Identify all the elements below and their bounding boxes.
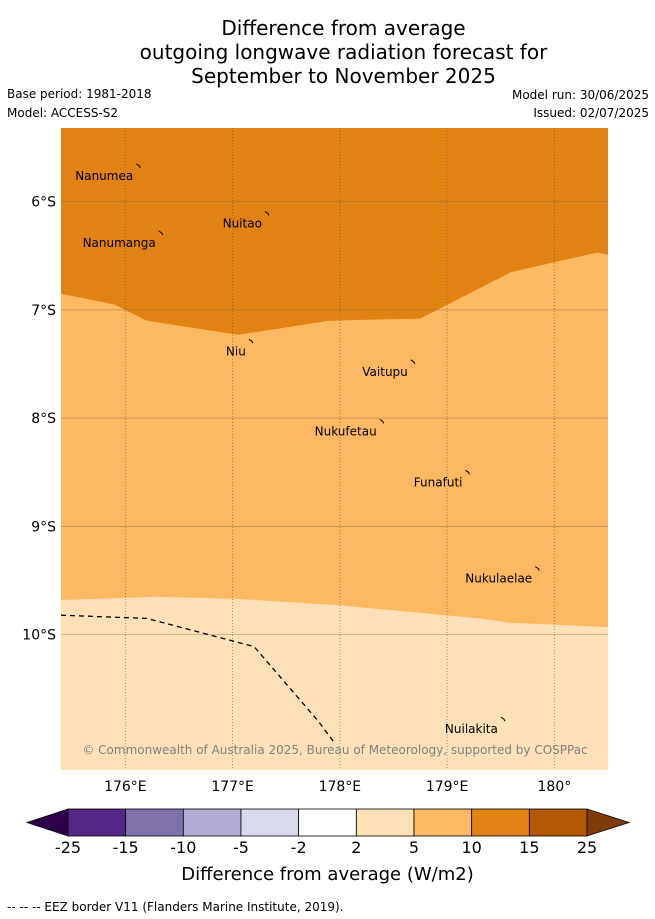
island-marker bbox=[379, 418, 385, 424]
colorbar-tick-label: -15 bbox=[112, 838, 139, 857]
colorbar-swatch bbox=[67, 808, 127, 837]
copyright-notice: © Commonwealth of Australia 2025, Bureau… bbox=[82, 743, 587, 757]
island-marker bbox=[135, 163, 141, 169]
place-label-funafuti: Funafuti bbox=[414, 475, 463, 489]
colorbar-tick-label: 5 bbox=[408, 838, 420, 857]
island-marker bbox=[500, 716, 506, 722]
lon-tick-label: 180° bbox=[538, 779, 572, 795]
title-line-1: Difference from average bbox=[221, 16, 466, 40]
colorbar-swatch bbox=[240, 808, 300, 837]
place-label-niu: Niu bbox=[226, 344, 246, 358]
title-line-2: outgoing longwave radiation forecast for bbox=[139, 40, 548, 64]
colorbar-tick-label: -10 bbox=[170, 838, 197, 857]
lat-tick-label: 7°S bbox=[31, 303, 56, 319]
island-marker bbox=[264, 211, 270, 216]
lon-tick-label: 176°E bbox=[104, 779, 147, 795]
colorbar-swatch bbox=[471, 808, 530, 837]
colorbar-tick-label: -2 bbox=[290, 838, 307, 857]
lat-tick-label: 10°S bbox=[22, 628, 56, 644]
colorbar-over-arrow bbox=[586, 808, 631, 837]
colorbar-swatch bbox=[182, 808, 242, 837]
colorbar-swatch bbox=[528, 808, 588, 837]
eez-legend-note: -- -- -- EEZ border V11 (Flanders Marine… bbox=[7, 900, 344, 914]
island-marker bbox=[410, 359, 416, 365]
island-marker bbox=[248, 338, 254, 344]
place-label-nuitao: Nuitao bbox=[223, 217, 262, 231]
colorbar-tick-label: -5 bbox=[233, 838, 249, 857]
colorbar-tick-label: 2 bbox=[351, 838, 362, 857]
island-marker bbox=[534, 566, 540, 571]
colorbar-under-arrow bbox=[25, 808, 69, 837]
colorbar-swatch bbox=[125, 808, 184, 837]
colorbar-tick-label: 15 bbox=[519, 838, 540, 857]
colorbar-swatch bbox=[355, 808, 415, 837]
base-period: Base period: 1981-2018 bbox=[7, 87, 152, 101]
issued-date: Issued: 02/07/2025 bbox=[533, 106, 649, 120]
band-10-to-15 bbox=[61, 128, 608, 335]
colorbar-tick-label: -25 bbox=[54, 838, 82, 857]
lon-tick-label: 177°E bbox=[211, 779, 254, 795]
island-marker bbox=[465, 469, 470, 475]
lat-tick-label: 8°S bbox=[31, 411, 56, 427]
place-label-nukufetau: Nukufetau bbox=[315, 424, 377, 438]
model-name: Model: ACCESS-S2 bbox=[7, 106, 119, 120]
colorbar-tick-label: 25 bbox=[576, 838, 598, 857]
place-label-nuilakita: Nuilakita bbox=[445, 722, 498, 736]
title-line-3: September to November 2025 bbox=[191, 64, 496, 88]
colorbar-swatch bbox=[298, 808, 357, 837]
lon-tick-label: 179°E bbox=[426, 779, 469, 795]
chart-title: Difference from average outgoing longwav… bbox=[0, 16, 655, 88]
colorbar-tick-label: 10 bbox=[461, 838, 482, 857]
colorbar-label: Difference from average (W/m2) bbox=[181, 864, 474, 885]
place-label-vaitupu: Vaitupu bbox=[362, 365, 408, 379]
eez-border-line bbox=[61, 614, 336, 744]
place-label-nanumea: Nanumea bbox=[75, 169, 133, 183]
place-label-nanumanga: Nanumanga bbox=[83, 236, 156, 250]
map-plot-area: Nanumea Nuitao Nanumanga Niu Vaitupu Nukufeta… bbox=[61, 128, 608, 770]
model-run: Model run: 30/06/2025 bbox=[511, 88, 649, 102]
island-marker bbox=[158, 230, 164, 236]
place-label-nukulaelae: Nukulaelae bbox=[465, 572, 532, 586]
lon-tick-label: 178°E bbox=[319, 779, 362, 795]
lat-tick-label: 6°S bbox=[31, 195, 56, 211]
colorbar-swatch bbox=[413, 808, 473, 837]
lat-tick-label: 9°S bbox=[31, 519, 56, 535]
